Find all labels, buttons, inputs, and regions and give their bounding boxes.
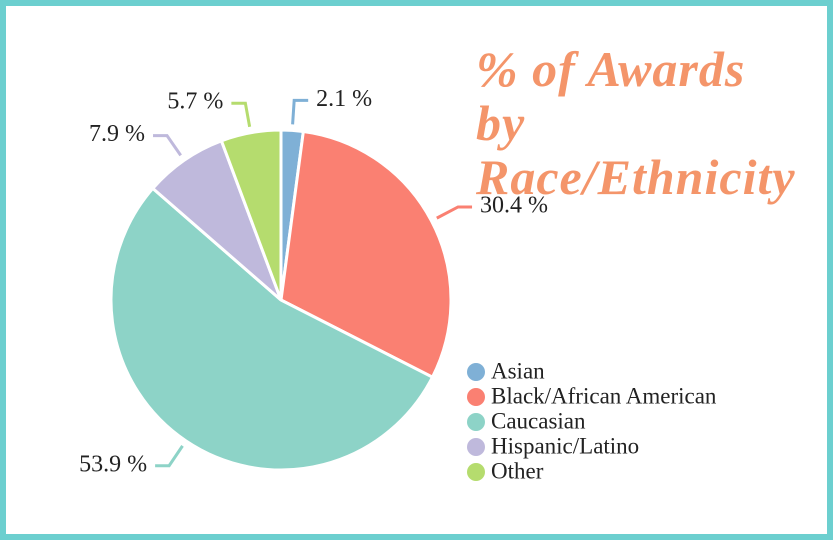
legend-label: Asian: [491, 358, 545, 383]
data-label: 7.9 %: [89, 121, 145, 147]
legend-marker: [467, 413, 485, 431]
legend-label: Black/African American: [491, 383, 717, 408]
leader-line: [231, 101, 252, 128]
pie-slice: [219, 128, 283, 301]
leader-line: [291, 98, 309, 125]
plot: 2.1 % 30.4 % 53.9 % 7.9 % 5.7 % AsianBlack/Af…: [79, 86, 717, 483]
leader-line: [153, 134, 182, 157]
data-label: 5.7 %: [167, 89, 223, 115]
chart-title: % of Awards by Race/Ethnicity: [476, 41, 796, 205]
legend-label: Other: [491, 458, 544, 483]
legend-marker: [467, 388, 485, 406]
data-label: 53.9 %: [79, 451, 147, 477]
legend-marker: [467, 463, 485, 481]
leader-line: [436, 205, 473, 220]
data-label: 2.1 %: [316, 86, 372, 112]
legend-label: Caucasian: [491, 408, 586, 433]
data-label: 30.4 %: [480, 192, 548, 218]
pie-slice: [279, 129, 453, 380]
legend-marker: [467, 363, 485, 381]
legend-label: Hispanic/Latino: [491, 433, 639, 458]
leader-line: [155, 445, 184, 468]
legend-marker: [467, 438, 485, 456]
pie-slice: [109, 186, 435, 472]
